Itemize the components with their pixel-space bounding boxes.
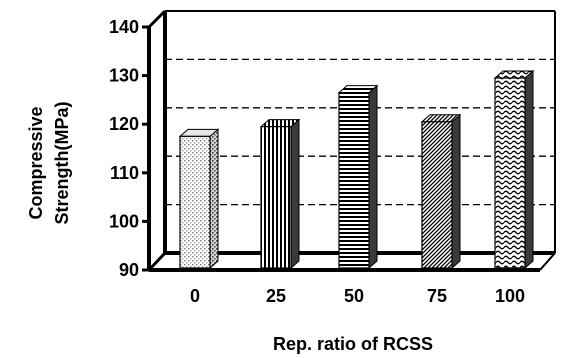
bar-side-face — [368, 84, 378, 270]
bar — [493, 69, 535, 270]
floor-right-edge — [539, 252, 556, 271]
bar-side-face — [524, 69, 534, 270]
y-tick-label: 90 — [119, 260, 139, 280]
gridlines — [165, 58, 555, 206]
x-tick-label: 25 — [266, 286, 286, 306]
x-axis-title: Rep. ratio of RCSS — [273, 334, 433, 354]
bar — [337, 84, 379, 270]
y-axis-ticks: 90 100 110 120 130 140 — [109, 17, 149, 280]
bar — [178, 128, 220, 270]
y-tick-label: 130 — [109, 66, 139, 86]
bar-front-face — [494, 77, 526, 269]
side-wall-top-edge — [147, 9, 167, 29]
x-tick-label: 75 — [427, 286, 447, 306]
y-axis-title-line-1: Compressive — [26, 106, 46, 219]
y-tick-label: 100 — [109, 211, 139, 231]
bar-side-face — [451, 113, 461, 270]
bar-front-face — [421, 121, 453, 269]
bars — [178, 69, 535, 270]
x-tick-label: 50 — [344, 286, 364, 306]
bar-side-face — [290, 118, 300, 270]
y-axis-title-line-2: Strength(MPa) — [52, 102, 72, 225]
bar-side-face — [209, 128, 219, 270]
x-tick-label: 100 — [495, 286, 525, 306]
bar — [259, 118, 301, 270]
y-tick-label: 120 — [109, 114, 139, 134]
floor-side-edge — [147, 251, 167, 272]
y-tick-label: 110 — [110, 163, 139, 183]
x-tick-label: 0 — [190, 286, 200, 306]
x-axis-ticks: 0 25 50 75 100 — [190, 286, 525, 306]
bar — [420, 113, 462, 270]
bar-front-face — [260, 126, 292, 269]
y-tick-label: 140 — [109, 17, 139, 37]
bar-front-face — [338, 92, 370, 269]
y-axis-title: Compressive Strength(MPa) — [26, 102, 72, 225]
bar-front-face — [179, 135, 211, 269]
